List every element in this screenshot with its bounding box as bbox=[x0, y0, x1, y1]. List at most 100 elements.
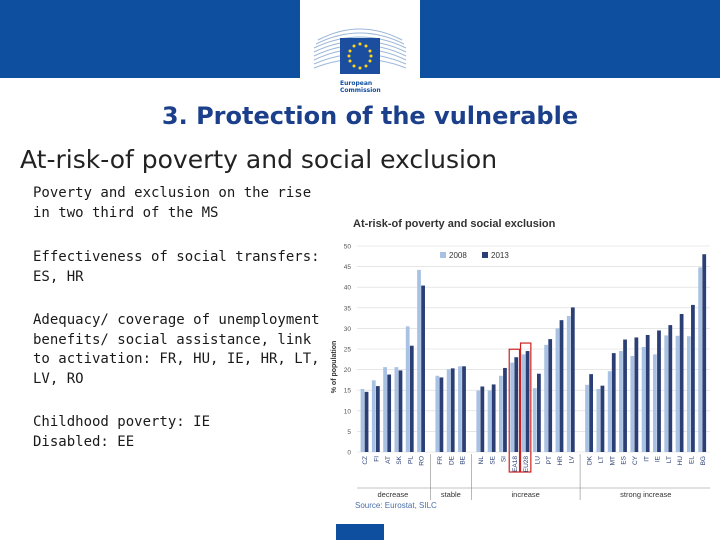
y-tick-label: 0 bbox=[347, 450, 351, 457]
x-tick-label: SE bbox=[489, 455, 496, 464]
x-tick-label: SK bbox=[396, 455, 403, 464]
bar-2013 bbox=[387, 374, 392, 452]
bar-2013 bbox=[548, 339, 553, 452]
bar-2008 bbox=[532, 388, 537, 452]
bar-2013 bbox=[537, 373, 541, 452]
y-tick-label: 35 bbox=[344, 305, 352, 312]
legend-label: 2008 bbox=[449, 251, 467, 260]
bullet-poverty-rise: Poverty and exclusion on the rise in two… bbox=[33, 185, 320, 221]
x-tick-label: ES bbox=[621, 455, 628, 464]
bar-2008 bbox=[544, 344, 549, 452]
y-tick-label: 45 bbox=[344, 264, 352, 271]
bar-2008 bbox=[417, 269, 421, 452]
bar-2013 bbox=[668, 325, 673, 452]
legend-swatch bbox=[482, 252, 488, 258]
x-tick-label: LV bbox=[568, 455, 575, 463]
x-tick-label: LT bbox=[598, 456, 605, 463]
x-tick-label: HU bbox=[677, 456, 684, 466]
bar-2008 bbox=[487, 390, 492, 452]
bar-2008 bbox=[641, 346, 646, 452]
y-tick-label: 50 bbox=[344, 244, 352, 251]
x-tick-label: EU28 bbox=[523, 456, 530, 473]
y-tick-label: 10 bbox=[344, 408, 352, 415]
bullet-social-transfers: Effectiveness of social transfers: bbox=[33, 249, 320, 265]
bar-2008 bbox=[435, 375, 440, 452]
x-tick-label: BG bbox=[700, 456, 707, 465]
bar-2008 bbox=[607, 371, 612, 452]
y-tick-label: 15 bbox=[344, 388, 352, 395]
highlight-box bbox=[519, 342, 532, 473]
bar-2008 bbox=[510, 362, 515, 452]
bar-2013 bbox=[645, 334, 650, 452]
x-tick-label: EA18 bbox=[512, 456, 519, 472]
group-label: strong increase bbox=[620, 490, 671, 499]
bar-2013 bbox=[679, 313, 684, 452]
x-tick-label: BE bbox=[460, 455, 467, 464]
bar-2008 bbox=[585, 384, 589, 452]
x-tick-label: PL bbox=[407, 456, 414, 464]
chart-y-axis-label: % of population bbox=[331, 341, 338, 394]
bar-2008 bbox=[698, 267, 703, 452]
bar-2013 bbox=[462, 366, 466, 452]
bar-2008 bbox=[675, 335, 680, 452]
x-tick-label: CY bbox=[632, 455, 639, 465]
x-tick-label: CZ bbox=[362, 456, 369, 465]
bar-2013 bbox=[480, 386, 485, 452]
bar-2013 bbox=[623, 339, 627, 452]
x-tick-label: IT bbox=[643, 456, 650, 462]
bar-2008 bbox=[371, 380, 376, 452]
bar-2013 bbox=[409, 345, 414, 452]
logo-top-text: Euro Comm bbox=[360, 4, 380, 18]
x-tick-label: RO bbox=[419, 456, 426, 466]
bullet-childhood-poverty: Childhood poverty: IE bbox=[33, 414, 211, 430]
bar-2013 bbox=[570, 307, 575, 452]
bar-2013 bbox=[589, 374, 594, 452]
bar-2008 bbox=[476, 390, 481, 452]
bar-2013 bbox=[559, 320, 564, 452]
bar-2013 bbox=[611, 353, 616, 452]
bar-2008 bbox=[498, 375, 503, 452]
group-label: increase bbox=[512, 490, 540, 499]
bar-2008 bbox=[555, 328, 560, 452]
bar-2013 bbox=[439, 377, 444, 452]
bar-2008 bbox=[630, 356, 635, 452]
slide-title: 3. Protection of the vulnerable bbox=[161, 102, 579, 130]
bar-2013 bbox=[398, 370, 403, 452]
logo-text: European Commission bbox=[340, 80, 381, 94]
x-tick-label: AT bbox=[385, 456, 392, 464]
bar-2013 bbox=[503, 367, 507, 452]
y-tick-label: 20 bbox=[344, 367, 352, 374]
bar-2008 bbox=[394, 367, 399, 452]
bar-2008 bbox=[664, 335, 669, 452]
bar-2008 bbox=[619, 351, 623, 452]
x-tick-label: SI bbox=[501, 456, 508, 462]
bar-2008 bbox=[446, 369, 451, 452]
chart-source: Source: Eurostat, SILC bbox=[355, 501, 437, 510]
poverty-bar-chart: At-risk-of poverty and social exclusion … bbox=[331, 218, 710, 510]
bullet-social-transfers-countries: ES, HR bbox=[33, 268, 84, 285]
bar-2008 bbox=[596, 388, 601, 452]
x-tick-label: HR bbox=[557, 456, 564, 466]
footer-accent bbox=[336, 524, 384, 540]
bar-2008 bbox=[458, 366, 462, 452]
bar-2013 bbox=[691, 304, 695, 452]
bullet-list: Poverty and exclusion on the rise in two… bbox=[33, 184, 333, 452]
highlight-box bbox=[508, 348, 521, 473]
bullet-disabled: Disabled: EE bbox=[33, 433, 135, 450]
y-tick-label: 5 bbox=[347, 429, 351, 436]
bar-2008 bbox=[405, 326, 410, 452]
bar-2008 bbox=[686, 336, 691, 452]
bar-2013 bbox=[450, 368, 455, 452]
x-tick-label: FI bbox=[373, 456, 380, 462]
x-tick-label: LT bbox=[666, 456, 673, 463]
bullet-adequacy: Adequacy/ coverage of unemployment benef… bbox=[33, 312, 329, 387]
y-tick-label: 30 bbox=[344, 326, 352, 333]
building-logo-icon bbox=[313, 28, 407, 74]
y-tick-label: 40 bbox=[344, 285, 352, 292]
bar-2013 bbox=[657, 330, 661, 452]
group-label: stable bbox=[441, 490, 461, 499]
y-tick-label: 25 bbox=[344, 347, 352, 354]
bar-2013 bbox=[600, 385, 605, 452]
x-tick-label: EL bbox=[689, 456, 696, 464]
bar-2013 bbox=[491, 384, 496, 452]
